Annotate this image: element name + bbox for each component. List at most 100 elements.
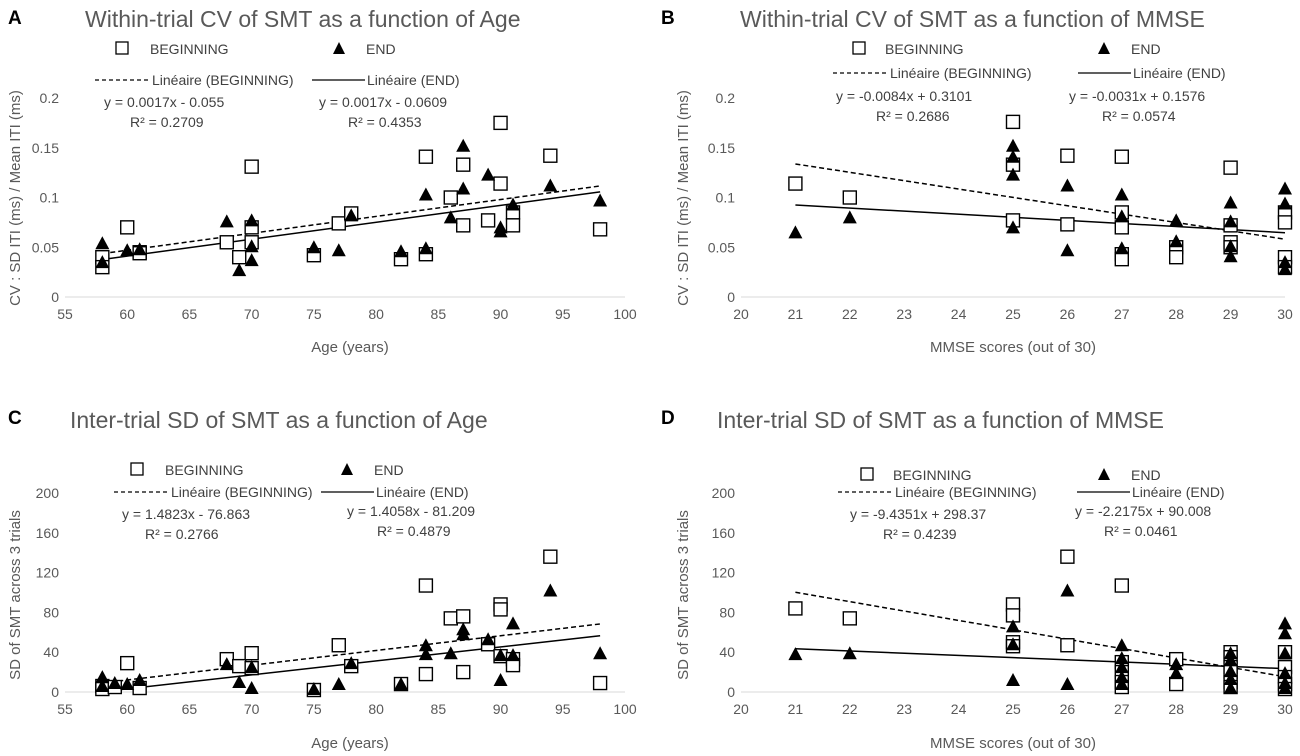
panel-d-r2-beginning: R² = 0.4239 (883, 526, 957, 542)
panel-b-y-ticks: 0 0.05 0.1 0.15 0.2 (708, 90, 735, 305)
panel-b-point-beginning (1114, 149, 1130, 164)
panel-c-x-tick-label: 100 (613, 701, 637, 717)
panel-b-points-end (788, 138, 1292, 276)
panel-a-x-tick-label: 60 (119, 306, 135, 322)
panel-a-legend-beginning-marker (115, 41, 129, 55)
panel-b-y-tick-label: 0.15 (708, 140, 735, 156)
panel-b-point-end (1278, 262, 1292, 276)
panel-c-points-end (95, 583, 608, 696)
panel-c-plot: 55 60 65 70 75 80 85 90 95 100 0 40 80 120 160 200 (36, 485, 637, 717)
panel-b-point-end (1006, 220, 1020, 234)
panel-d-point-end (1223, 653, 1238, 667)
panel-c-point-end (306, 682, 321, 696)
panel-d-x-tick-label: 24 (951, 701, 967, 717)
panel-b-point-end (1223, 249, 1238, 263)
panel-b-point-beginning (788, 176, 803, 191)
panel-d-y-tick-label: 160 (712, 525, 736, 541)
panel-c-x-tick-label: 80 (368, 701, 384, 717)
panel-c-legend-end-marker (341, 463, 353, 475)
panel-c-point-beginning (120, 655, 135, 671)
panel-a-point-end (481, 167, 496, 181)
panel-d-point-end (1114, 670, 1129, 684)
panel-d-point-end (788, 647, 803, 661)
panel-a-legend-end-label: END (366, 41, 396, 57)
panel-d-legend-trend-beginning-label: Linéaire (BEGINNING) (895, 484, 1037, 500)
panel-b-legend-end-marker (1098, 42, 1110, 54)
panel-d-x-tick-label: 28 (1168, 701, 1184, 717)
panel-b-y-tick-label: 0.1 (716, 190, 736, 206)
panel-b-r2-end: R² = 0.0574 (1102, 108, 1176, 124)
panel-a-point-end (456, 138, 471, 152)
panel-b-point-beginning (1168, 249, 1184, 265)
panel-b-legend-end-label: END (1131, 41, 1161, 57)
panel-b-equation-beginning: y = -0.0084x + 0.3101 (836, 88, 972, 104)
panel-c-point-end (394, 677, 408, 691)
panel-a-point-end (244, 213, 259, 227)
panel-b-x-tick-label: 22 (842, 306, 858, 322)
panel-c-x-tick-label: 60 (119, 701, 135, 717)
panel-d-plot: 20 21 22 23 24 25 26 27 28 29 30 0 40 80 120 160 200 (712, 485, 1293, 717)
panel-a-point-end (543, 178, 558, 192)
panel-d-x-tick-label: 30 (1277, 701, 1293, 717)
panel-c-point-end (244, 660, 259, 674)
panel-d-point-end (1223, 646, 1238, 660)
panel-c-y-tick-label: 120 (36, 565, 60, 581)
panel-a-point-end (394, 244, 408, 258)
panel-a-x-tick-label: 85 (431, 306, 447, 322)
panel-b-point-end (1006, 138, 1020, 152)
panel-c-point-end (493, 673, 508, 687)
panel-b-point-beginning (1114, 251, 1130, 267)
panel-b-legend-beginning-label: BEGINNING (885, 41, 964, 57)
panel-d-y-label: SD of SMT across 3 trials (675, 510, 692, 680)
panel-c-point-end (593, 646, 608, 660)
panel-d-r2-end: R² = 0.0461 (1104, 523, 1178, 539)
panel-d-legend-beginning-label: BEGINNING (893, 467, 972, 483)
panel-d-x-tick-label: 25 (1005, 701, 1021, 717)
panel-d-y-tick-label: 120 (712, 565, 736, 581)
panel-c-x-tick-label: 90 (493, 701, 509, 717)
panel-d-point-end (1006, 673, 1020, 687)
panel-b-y-tick-label: 0.2 (716, 90, 736, 106)
panel-d-point-end (1278, 616, 1292, 630)
panel-d-point-beginning (788, 601, 803, 616)
panel-c-point-end (543, 583, 558, 597)
panel-c-x-tick-label: 70 (244, 701, 260, 717)
panel-d-legend-end-marker (1098, 468, 1110, 480)
panel-a-r2-end: R² = 0.4353 (348, 114, 422, 130)
panel-b-point-beginning (1005, 114, 1021, 130)
panel-a-point-beginning (493, 115, 508, 131)
panel-b-x-tick-label: 26 (1060, 306, 1076, 322)
panel-a-x-tick-label: 90 (493, 306, 509, 322)
panel-a-y-tick-label: 0.15 (32, 140, 59, 156)
panel-a-point-end (493, 220, 508, 234)
panel-a-point-beginning (543, 148, 558, 163)
panel-a-point-end (120, 243, 135, 257)
panel-b-legend: BEGINNING END Linéaire (BEGINNING) Linéa… (833, 41, 1226, 81)
panel-c-equation-end: y = 1.4058x - 81.209 (347, 503, 475, 519)
panel-b-point-beginning (1060, 148, 1075, 163)
panel-c-x-tick-label: 75 (306, 701, 322, 717)
panel-d-point-beginning (1168, 676, 1184, 692)
panel-a-point-beginning (456, 218, 471, 233)
panel-d-x-tick-label: 27 (1114, 701, 1130, 717)
panel-c-point-end (219, 657, 234, 671)
panel-d-equation-beginning: y = -9.4351x + 298.37 (850, 506, 986, 522)
panel-a-x-label: Age (years) (311, 339, 389, 356)
panel-a-y-tick-label: 0 (51, 289, 59, 305)
panel-b-x-label: MMSE scores (out of 30) (930, 339, 1096, 356)
panel-b-legend-trend-end-label: Linéaire (END) (1133, 65, 1226, 81)
panel-a: A Within-trial CV of SMT as a function o… (7, 6, 637, 356)
panel-b-point-end (1114, 241, 1129, 255)
panel-a-legend: BEGINNING END Linéaire (BEGINNING) Linéa… (95, 41, 460, 88)
panel-b-x-ticks: 20 21 22 23 24 25 26 27 28 29 30 (733, 306, 1293, 322)
panel-d-title: Inter-trial SD of SMT as a function of M… (717, 407, 1164, 433)
panel-d-x-tick-label: 20 (733, 701, 749, 717)
panel-a-plot: 55 60 65 70 75 80 85 90 95 100 0 0.05 0.1 0.15 0.2 (32, 90, 637, 322)
panel-b-point-beginning (1114, 220, 1130, 235)
panel-b-point-end (1169, 234, 1184, 248)
panel-d-x-tick-label: 23 (896, 701, 912, 717)
panel-a-point-end (418, 187, 433, 201)
panel-b-legend-beginning-marker (852, 41, 866, 55)
panel-a-x-ticks: 55 60 65 70 75 80 85 90 95 100 (57, 306, 637, 322)
panel-b-point-end (1114, 187, 1129, 201)
